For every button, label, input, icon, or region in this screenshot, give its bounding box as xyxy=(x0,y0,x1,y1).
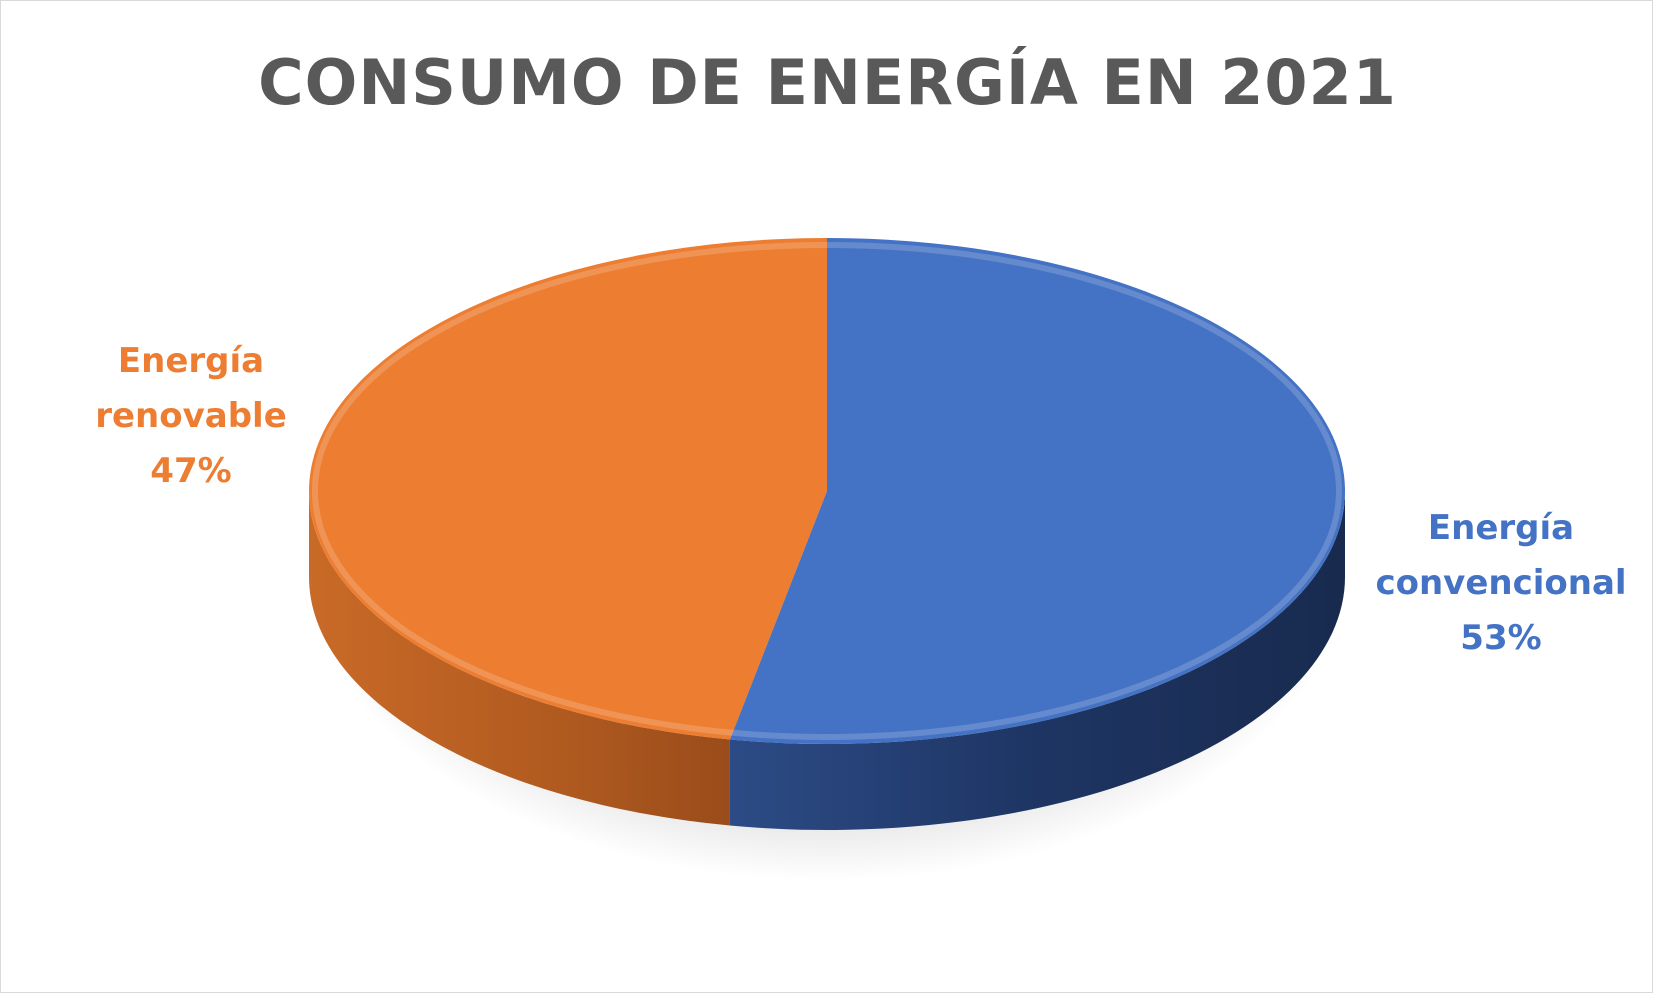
pie-slice-side-convencional xyxy=(729,491,1345,830)
slice-label-renovable-line1: Energía xyxy=(117,341,265,381)
pie-rim-highlight xyxy=(312,242,1342,740)
slice-label-convencional: Energía convencional 53% xyxy=(1361,501,1641,666)
slice-value-renovable: 47% xyxy=(150,451,232,491)
pie-slice-side-renovable xyxy=(309,491,730,826)
slice-label-renovable-line2: renovable xyxy=(95,396,287,436)
chart-title: CONSUMO DE ENERGÍA EN 2021 xyxy=(258,46,1397,119)
slice-label-renovable: Energía renovable 47% xyxy=(61,334,321,499)
slice-value-convencional: 53% xyxy=(1460,618,1542,658)
pie-slice-convencional[interactable] xyxy=(729,238,1346,745)
slice-label-convencional-line2: convencional xyxy=(1375,563,1627,603)
slice-label-convencional-line1: Energía xyxy=(1427,508,1575,548)
pie-slice-renovable[interactable] xyxy=(309,238,827,740)
